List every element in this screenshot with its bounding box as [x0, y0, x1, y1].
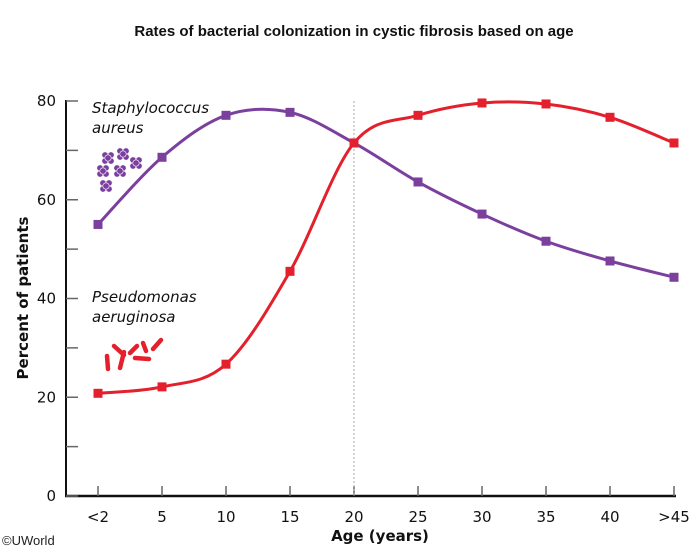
data-point-staph: [157, 152, 167, 162]
coccus-icon: [116, 167, 124, 175]
x-tick-label: 15: [280, 508, 299, 526]
y-tick-label: 20: [37, 388, 56, 406]
data-point-pseudomonas: [541, 99, 551, 109]
bacillus-icon: [150, 337, 164, 352]
x-tick-label: 10: [216, 508, 235, 526]
staph-cluster-icon: [101, 151, 115, 165]
series-label-staph-line1: Staphylococcus: [92, 99, 209, 117]
y-tick-label: 60: [37, 191, 56, 209]
axes: 0 20 40 60 80 <2 5 10 15 20 25 30 35 40 >45: [37, 92, 690, 526]
illustrations: [96, 147, 164, 372]
copyright: ©UWorld: [2, 533, 55, 548]
bacillus-icon: [140, 340, 149, 354]
data-point-staph: [669, 272, 679, 282]
x-tick-label: 35: [536, 508, 555, 526]
data-point-staph: [413, 177, 423, 187]
chart-title: Rates of bacterial colonization in cysti…: [134, 23, 573, 40]
coccus-icon: [99, 167, 107, 175]
series-label-staph-line2: aureus: [92, 119, 144, 137]
x-axis-label: Age (years): [331, 527, 429, 545]
x-tick-label: 25: [408, 508, 427, 526]
staph-cluster-icon: [116, 147, 130, 161]
bacillus-icon: [132, 355, 152, 362]
series-line-pseudomonas: [97, 100, 675, 395]
staph-cluster-icon: [129, 156, 143, 170]
coccus-icon: [119, 150, 127, 158]
data-point-pseudomonas: [669, 138, 679, 148]
series-label-pseudo-line1: Pseudomonas: [92, 288, 197, 306]
x-tick-label: 5: [157, 508, 167, 526]
x-tick-label: 20: [344, 508, 363, 526]
x-tick-label: >45: [658, 508, 690, 526]
coccus-icon: [132, 159, 140, 167]
staph-cluster-icon: [113, 164, 127, 178]
coccus-icon: [104, 154, 112, 162]
bacillus-icon: [104, 353, 111, 372]
data-point-staph: [93, 219, 103, 229]
y-tick-label: 40: [37, 290, 56, 308]
series-label-pseudo-line2: aeruginosa: [92, 308, 175, 326]
series-line-staph: [96, 107, 675, 279]
series-group: [93, 98, 679, 398]
data-point-pseudomonas: [413, 110, 423, 120]
staph-cluster-icon: [96, 164, 110, 178]
data-point-pseudomonas: [221, 359, 231, 369]
bacillus-icon: [117, 349, 127, 371]
x-tick-label: 30: [472, 508, 491, 526]
y-tick-label: 0: [46, 487, 56, 505]
data-point-staph: [221, 110, 231, 120]
x-tick-label: 40: [600, 508, 619, 526]
staph-cluster-icon: [99, 179, 113, 193]
data-point-pseudomonas: [605, 112, 615, 122]
y-tick-label: 80: [37, 92, 56, 110]
data-point-pseudomonas: [157, 382, 167, 392]
y-axis-label: Percent of patients: [14, 216, 32, 379]
data-point-pseudomonas: [349, 138, 359, 148]
x-tick-label: <2: [87, 508, 109, 526]
data-point-pseudomonas: [93, 388, 103, 398]
data-point-staph: [541, 236, 551, 246]
data-point-pseudomonas: [285, 266, 295, 276]
data-point-staph: [605, 256, 615, 266]
coccus-icon: [102, 182, 110, 190]
bacillus-icon: [127, 343, 140, 356]
data-point-pseudomonas: [477, 98, 487, 108]
data-point-staph: [477, 209, 487, 219]
data-point-staph: [285, 107, 295, 117]
